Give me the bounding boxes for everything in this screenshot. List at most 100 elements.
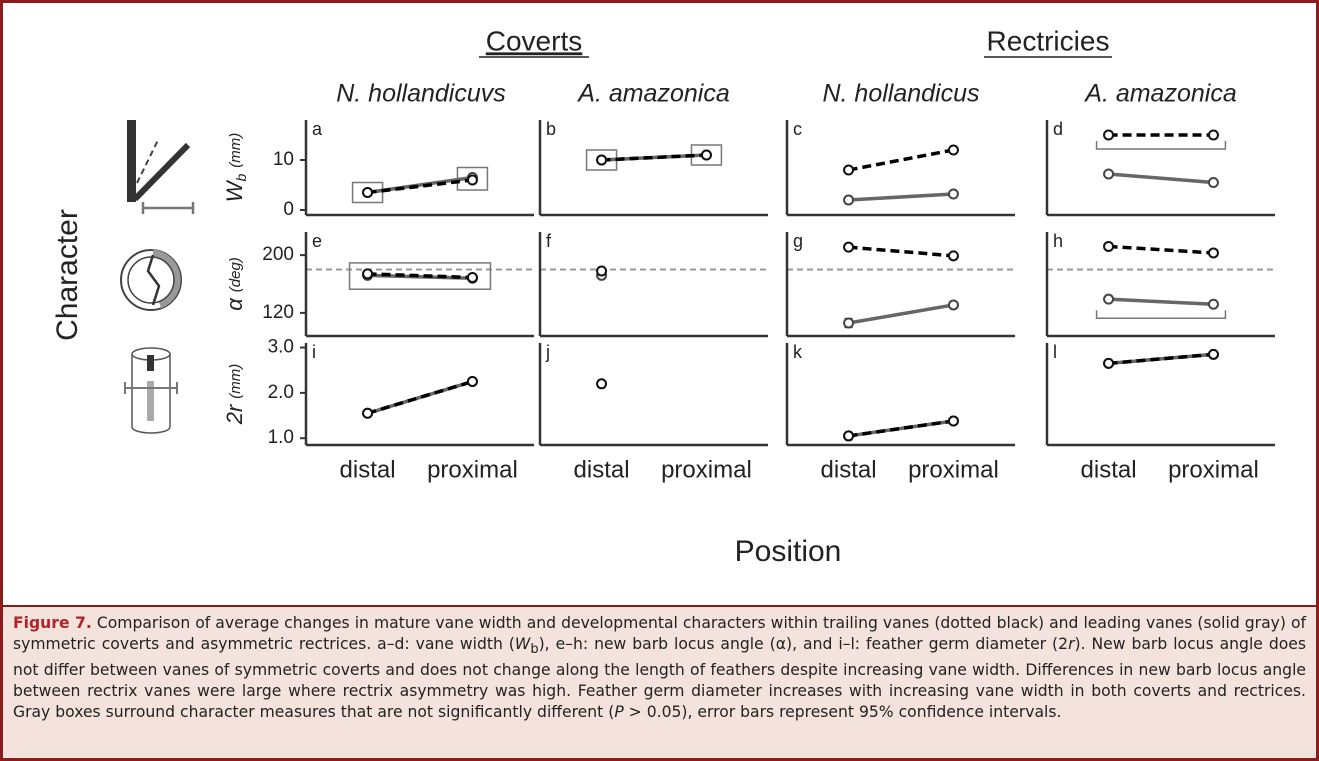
- panel: b: [540, 119, 768, 215]
- series-line: [1109, 299, 1214, 304]
- panel-label: i: [312, 342, 316, 362]
- data-point: [949, 416, 958, 425]
- data-point: [363, 409, 372, 418]
- x-tick-label: distal: [340, 456, 396, 483]
- caption-text: ), e–h: new barb locus angle (α), and i–…: [539, 635, 1068, 653]
- data-point: [1104, 170, 1113, 179]
- panel-label: j: [545, 342, 550, 362]
- panel: e120200α(deg): [222, 231, 534, 336]
- caption: Figure 7. Comparison of average changes …: [3, 605, 1316, 760]
- data-point: [363, 269, 372, 278]
- y-label-symbol: 2r: [222, 403, 247, 425]
- series-line: [849, 247, 954, 256]
- data-point: [1209, 248, 1218, 257]
- panel: d: [1047, 119, 1275, 215]
- data-point: [1209, 350, 1218, 359]
- caption-text: b: [530, 642, 538, 657]
- data-point: [1104, 359, 1113, 368]
- panel-label: h: [1053, 231, 1063, 251]
- y-label-unit: (mm): [227, 364, 244, 399]
- significance-bracket: [1097, 141, 1226, 149]
- panel-label: g: [793, 231, 803, 251]
- panel: f: [540, 231, 768, 336]
- panel-label: l: [1053, 342, 1057, 362]
- panel: l distal proximal: [1047, 342, 1275, 484]
- panel: g: [787, 231, 1015, 336]
- germ-icon: [125, 348, 177, 433]
- caption-label: Figure 7.: [13, 614, 92, 632]
- data-point: [1104, 131, 1113, 140]
- data-point: [949, 190, 958, 199]
- caption-text: W: [515, 635, 530, 653]
- y-label-symbol: W: [222, 179, 247, 202]
- y-axis-label: Wb (mm): [222, 133, 249, 203]
- panel: h: [1047, 231, 1275, 336]
- data-point: [949, 146, 958, 155]
- x-tick-label: distal: [821, 456, 877, 483]
- panel-label: k: [793, 342, 803, 362]
- figure: Coverts Rectricies N. hollandicuvs A. am…: [0, 0, 1319, 761]
- x-tick-label: proximal: [661, 456, 752, 483]
- data-point: [468, 176, 477, 185]
- column-title: N. hollandicus: [822, 80, 979, 108]
- data-point: [1104, 295, 1113, 304]
- data-point: [702, 151, 711, 160]
- series-line: [1109, 174, 1214, 183]
- data-point: [949, 300, 958, 309]
- data-point: [597, 267, 606, 276]
- panel: i 1.0 2.0 3.0 2r (mm) distal proximal: [222, 337, 534, 484]
- data-point: [468, 377, 477, 386]
- data-point: [1104, 242, 1113, 251]
- y-label-subscript: b: [233, 174, 249, 182]
- y-tick-label: 1.0: [268, 427, 294, 448]
- data-point: [844, 431, 853, 440]
- data-point: [1209, 131, 1218, 140]
- column-title: N. hollandicuvs: [336, 80, 506, 108]
- series-line: [849, 305, 954, 323]
- data-point: [844, 196, 853, 205]
- group-heading: Rectricies: [987, 25, 1110, 56]
- y-tick-label: 3.0: [268, 337, 294, 358]
- series-line: [1109, 246, 1214, 253]
- y-label-symbol: α: [222, 297, 247, 311]
- data-point: [949, 251, 958, 260]
- panel: a 0 10 Wb (mm): [222, 119, 534, 220]
- angle-icon: [121, 250, 181, 310]
- data-point: [844, 319, 853, 328]
- panel-label: d: [1053, 119, 1063, 139]
- significance-bracket: [1097, 310, 1226, 318]
- data-point: [597, 156, 606, 165]
- caption-text: P: [614, 703, 623, 721]
- data-point: [844, 166, 853, 175]
- y-tick-label: 120: [262, 302, 294, 323]
- series-line: [849, 150, 954, 170]
- caption-text: > 0.05), error bars represent 95% confid…: [624, 703, 1062, 721]
- y-tick-label: 0: [283, 199, 294, 220]
- data-point: [1209, 178, 1218, 187]
- y-tick-label: 10: [273, 149, 294, 170]
- panel: j distal proximal: [540, 342, 768, 484]
- data-point: [1209, 300, 1218, 309]
- column-title: A. amazonica: [1083, 80, 1237, 108]
- y-axis-label: α (deg): [222, 257, 247, 311]
- figure-panels: Coverts Rectricies N. hollandicuvs A. am…: [3, 3, 1316, 603]
- column-title: A. amazonica: [576, 80, 730, 108]
- x-tick-label: proximal: [908, 456, 999, 483]
- y-tick-label: 2.0: [268, 382, 294, 403]
- panel-label: a: [312, 119, 323, 139]
- x-tick-label: distal: [574, 456, 630, 483]
- data-point: [844, 243, 853, 252]
- panel-label: e: [312, 231, 322, 251]
- x-title: Position: [735, 535, 842, 568]
- x-tick-label: proximal: [427, 456, 518, 483]
- y-label-unit: (deg): [227, 257, 244, 292]
- y-axis-label: 2r (mm): [222, 364, 247, 426]
- x-tick-label: proximal: [1168, 456, 1259, 483]
- x-tick-label: distal: [1081, 456, 1137, 483]
- data-point: [597, 379, 606, 388]
- panel: c: [787, 119, 1015, 215]
- series-line: [849, 194, 954, 200]
- y-label-unit: (mm): [227, 133, 244, 168]
- panel-label: c: [793, 119, 802, 139]
- panel-label: b: [546, 119, 556, 139]
